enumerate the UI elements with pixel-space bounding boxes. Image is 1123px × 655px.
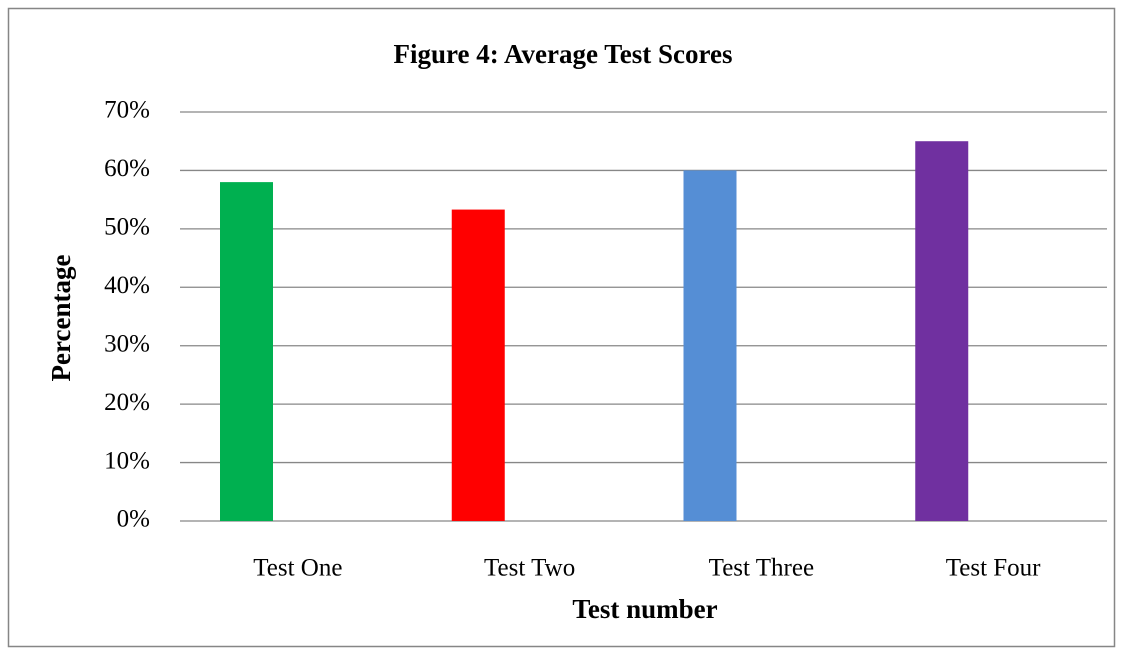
y-tick-label: 60% <box>104 155 150 182</box>
bar <box>451 209 505 521</box>
x-tick-label: Test Four <box>946 555 1041 582</box>
y-tick-label: 70% <box>104 97 150 124</box>
y-tick-label: 30% <box>104 330 150 357</box>
y-axis-label: Percentage <box>46 255 76 382</box>
x-axis-label: Test number <box>572 594 717 624</box>
x-tick-label: Test One <box>253 555 342 582</box>
x-tick-label: Test Three <box>709 555 814 582</box>
bar <box>915 141 969 521</box>
y-tick-label: 50% <box>104 214 150 241</box>
chart-title: Figure 4: Average Test Scores <box>394 39 733 69</box>
bar <box>220 182 273 521</box>
bar <box>683 170 737 521</box>
y-tick-label: 20% <box>104 389 150 416</box>
y-tick-label: 0% <box>117 506 150 533</box>
x-tick-label: Test Two <box>484 555 575 582</box>
y-tick-label: 10% <box>104 447 150 474</box>
y-tick-label: 40% <box>104 272 150 299</box>
